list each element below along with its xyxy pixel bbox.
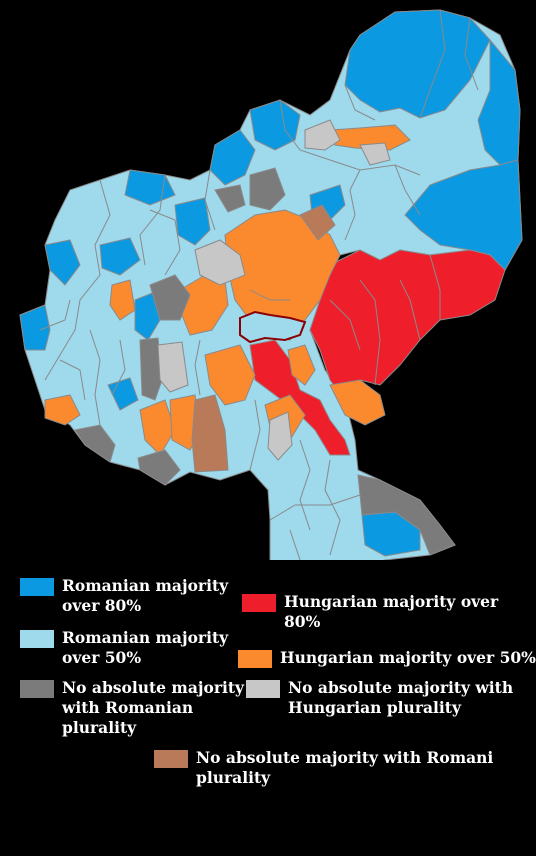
region-light-grey-north [304,119,341,151]
region-southwest-orange [44,394,81,426]
region-central-orange [224,209,341,341]
region-north-orange [329,124,411,151]
legend-hungarian-50: Hungarian majority over 50% [238,648,536,668]
region-light-grey-west [194,239,246,286]
region-south-dark-blue [107,377,139,411]
legend-no-majority-romani: No absolute majority with Romani plurali… [154,748,494,788]
legend-swatch-hungarian-50 [238,650,272,668]
region-north-west-dark-blue [124,169,176,206]
region-dark-grey-central [139,337,163,401]
city-outline [239,310,307,344]
legend-label-hungarian-80: Hungarian majority over 80% [284,592,499,631]
region-brown-north [299,204,336,241]
region-west-dark-blue-4 [19,304,51,351]
legend-label-romanian-80: Romanian majority over 80% [62,576,229,615]
region-light-grey-south [267,411,293,461]
region-north-dark-blue [344,9,491,119]
region-dark-grey-west [149,274,191,321]
legend-swatch-no-majority-hungarian [246,680,280,698]
region-west-dark-blue-5 [134,291,161,341]
region-southeast-orange [329,379,386,426]
legend-label-no-majority-hungarian: No absolute majority with Hungarian plur… [288,678,514,717]
legend-swatch-romanian-50 [20,630,54,648]
region-west-dark-blue-2 [99,237,141,276]
region-west-dark-blue [174,197,211,246]
legend-label-romanian-50: Romanian majority over 50% [62,628,229,667]
legend-hungarian-80: Hungarian majority over 80% [242,592,536,632]
region-center-orange-2 [287,344,316,386]
legend-no-majority-romanian: No absolute majority with Romanian plura… [20,678,246,738]
region-west-orange-2 [109,279,136,321]
ethnic-majority-map [19,9,523,560]
legend-romanian-50: Romanian majority over 50% [20,628,250,668]
region-szekler-red [309,249,506,401]
legend-swatch-no-majority-romani [154,750,188,768]
legend-label-hungarian-50: Hungarian majority over 50% [280,648,536,667]
legend-label-no-majority-romani: No absolute majority with Romani plurali… [196,748,494,787]
region-dark-grey-north [249,167,286,211]
region-south-orange [204,344,256,406]
legend-no-majority-hungarian: No absolute majority with Hungarian plur… [246,678,514,718]
internal-boundaries [39,9,479,560]
region-dark-grey-south [137,449,181,486]
region-dark-grey-southwest [74,424,116,463]
region-dark-grey-north-2 [214,184,246,213]
legend-label-no-majority-romanian: No absolute majority with Romanian plura… [62,678,245,737]
region-west-dark-blue-3 [44,239,81,286]
legend-romanian-80: Romanian majority over 80% [20,576,250,616]
legend-swatch-hungarian-80 [242,594,276,612]
region-south-orange-2 [139,399,176,456]
region-brown-south [191,394,229,473]
region-light-grey-north-2 [359,142,391,166]
region-light-grey-central [157,341,189,393]
region-dark-grey-southeast [357,474,456,556]
legend-swatch-no-majority-romanian [20,680,54,698]
legend-swatch-romanian-80 [20,578,54,596]
